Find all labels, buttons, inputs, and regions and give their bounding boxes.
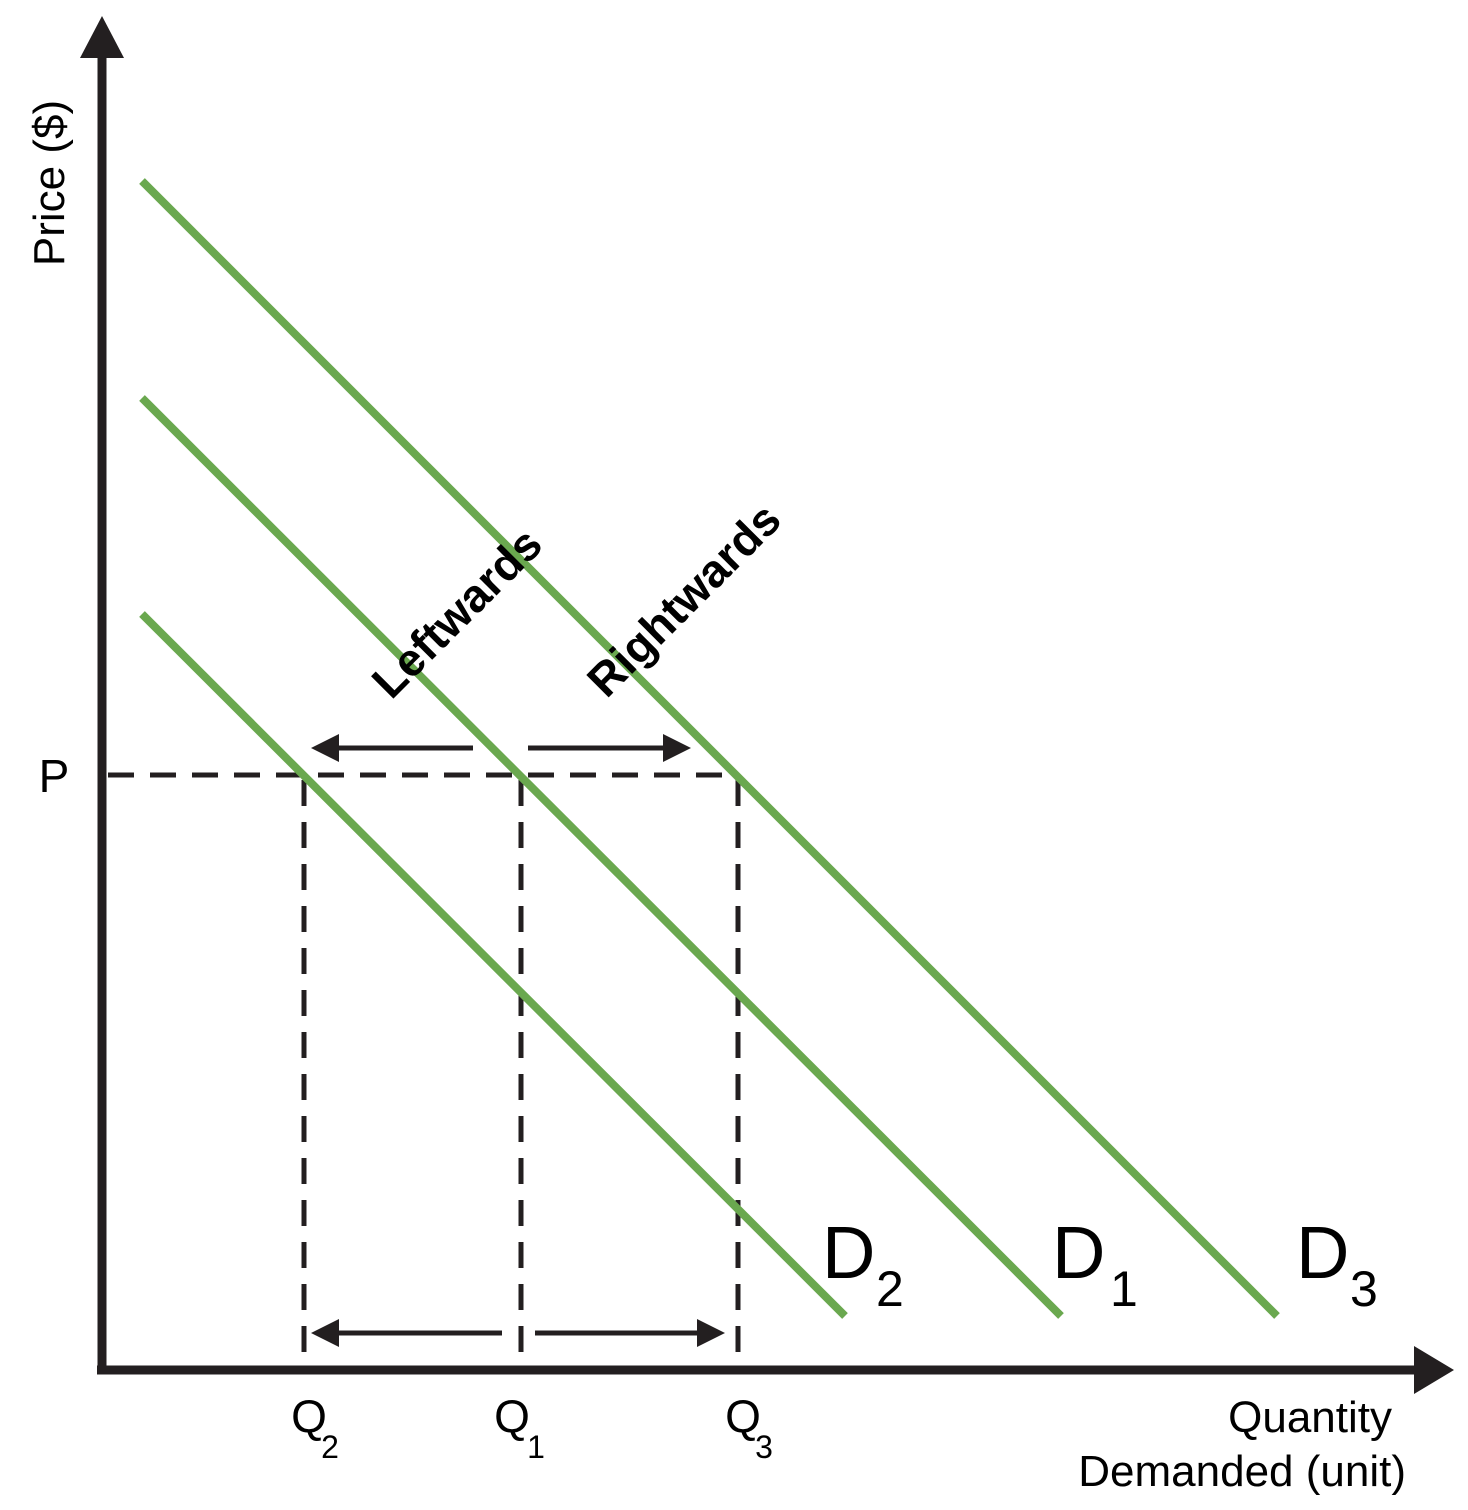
- rightwards-label: Rightwards: [577, 493, 791, 707]
- x-axis-label-line1: Quantity: [1228, 1393, 1392, 1442]
- curve-letter: D: [822, 1211, 875, 1294]
- rightward-arrowhead: [663, 734, 691, 762]
- curve-subscript: 3: [1350, 1261, 1378, 1317]
- curve-letter: D: [1296, 1211, 1349, 1294]
- quantity-tick-q2: Q 2: [291, 1390, 339, 1465]
- tick-letter: Q: [725, 1390, 761, 1442]
- leftward-arrowhead: [311, 734, 339, 762]
- demand-curve-d2: [139, 611, 848, 1319]
- price-level-label: P: [39, 750, 70, 802]
- y-axis-label: Price ($): [25, 100, 74, 266]
- demand-curve-d1: [139, 395, 1064, 1319]
- curve-subscript: 1: [1110, 1261, 1138, 1317]
- quantity-increase-arrowhead: [697, 1319, 725, 1347]
- curve-subscript: 2: [876, 1261, 904, 1317]
- tick-letter: Q: [291, 1390, 327, 1442]
- tick-letter: Q: [494, 1390, 530, 1442]
- quantity-tick-q1: Q 1: [494, 1390, 545, 1465]
- y-axis-arrowhead: [80, 16, 124, 58]
- tick-subscript: 1: [527, 1429, 545, 1465]
- x-axis-label-line2: Demanded (unit): [1078, 1447, 1406, 1496]
- quantity-tick-q3: Q 3: [725, 1390, 773, 1465]
- demand-curves: [139, 178, 1280, 1319]
- shift-arrows-upper: [311, 734, 691, 762]
- guide-lines: [108, 772, 741, 1366]
- shift-arrows-lower: [311, 1319, 725, 1347]
- curve-label-d3: D 3: [1296, 1211, 1378, 1317]
- x-axis-arrowhead: [1414, 1346, 1454, 1394]
- demand-curve-d3: [139, 178, 1280, 1319]
- quantity-decrease-arrowhead: [311, 1319, 339, 1347]
- tick-subscript: 3: [755, 1429, 773, 1465]
- leftwards-label: Leftwards: [361, 517, 551, 707]
- curve-label-d1: D 1: [1052, 1211, 1138, 1317]
- curve-letter: D: [1052, 1211, 1105, 1294]
- tick-subscript: 2: [321, 1429, 339, 1465]
- axes: [80, 16, 1454, 1394]
- curve-label-d2: D 2: [822, 1211, 904, 1317]
